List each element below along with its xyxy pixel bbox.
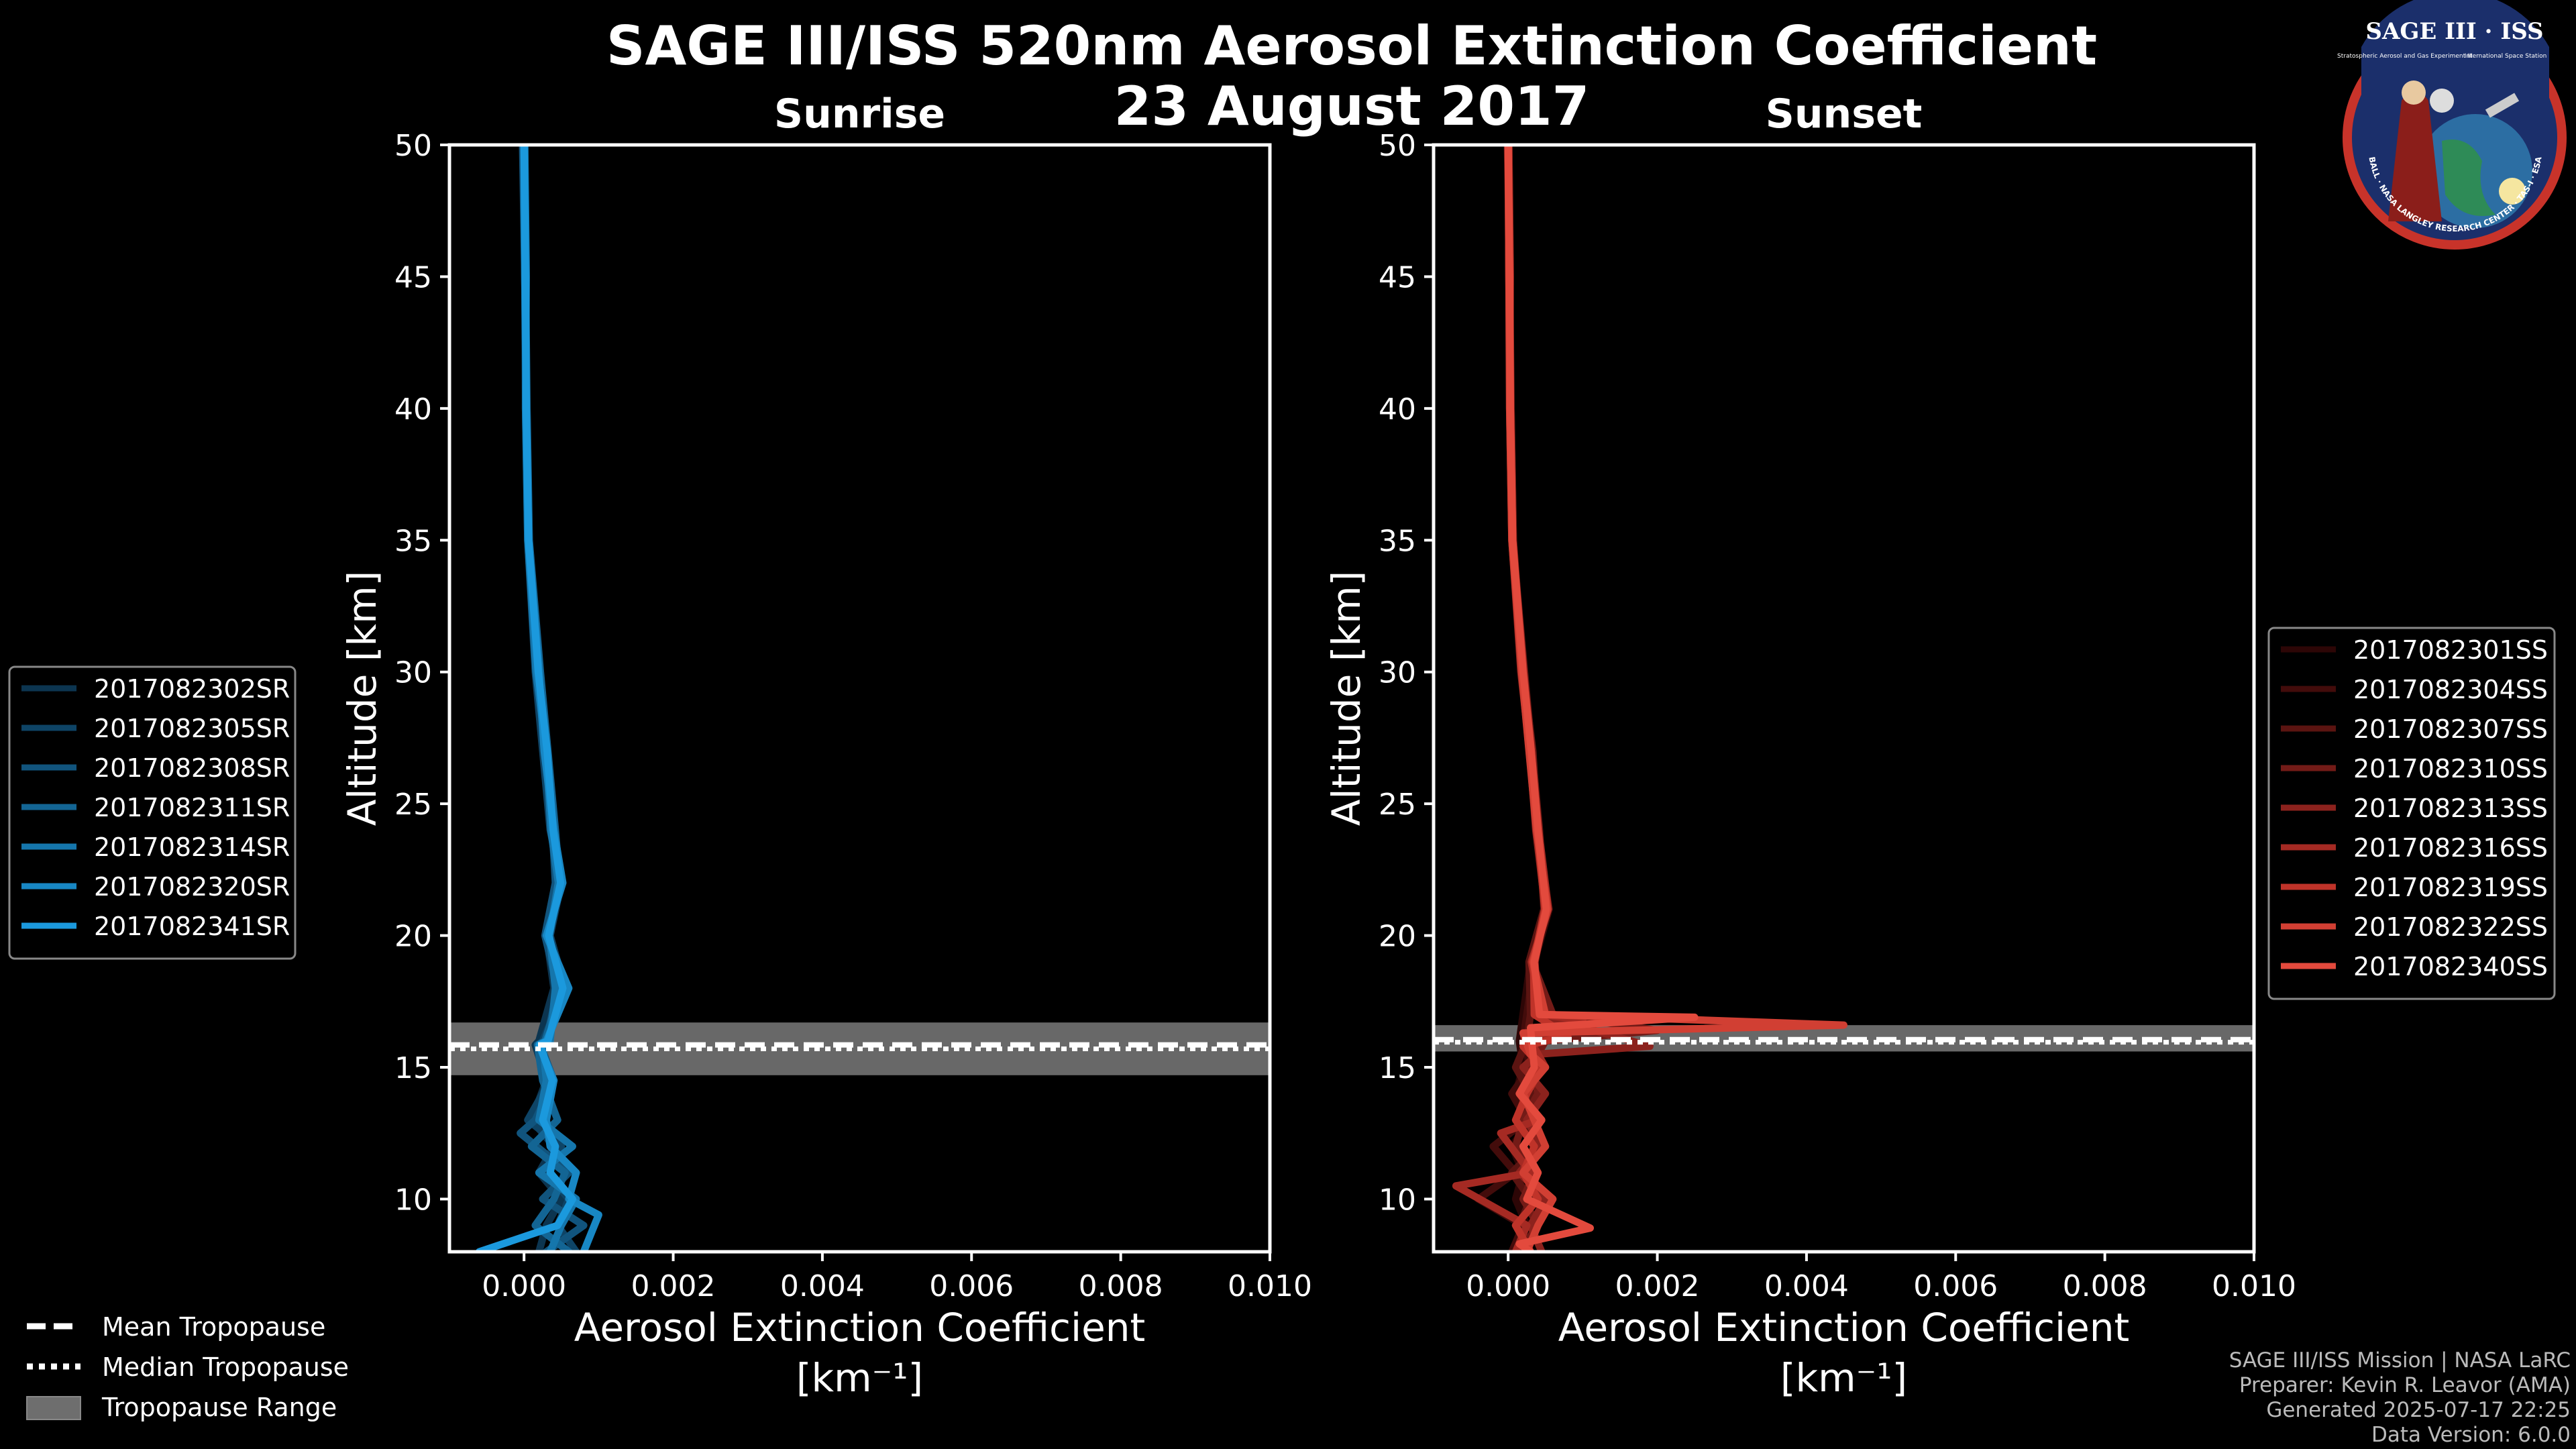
legend-entry-label: 2017082311SR [94,793,290,822]
x-axis-label: Aerosol Extinction Coefficient [1558,1305,2130,1350]
sunrise-legend: 2017082302SR 2017082305SR 2017082308SR 2017… [8,665,297,960]
y-tick-label: 25 [394,788,432,822]
y-tick-label: 50 [394,129,432,163]
tropopause-range-label: Tropopause Range [101,1393,337,1422]
x-tick-label: 0.004 [780,1269,865,1303]
logo-figure-icon [2388,91,2442,221]
logo-figure-head-icon [2402,80,2426,105]
x-tick-label: 0.010 [1228,1269,1312,1303]
x-tick-label: 0.006 [929,1269,1014,1303]
sunrise-panel: 10 15 20 25 30 35 40 45 50 0.000 0.002 0.004 0.006 0.… [339,91,1312,1401]
plot-frame [1432,143,2256,1254]
x-axis-label: Aerosol Extinction Coefficient [574,1305,1146,1350]
x-tick-label: 0.008 [2063,1269,2147,1303]
panel-title: Sunrise [774,91,945,138]
logo-title: SAGE III · ISS [2365,18,2543,45]
x-tick-label: 0.008 [1079,1269,1163,1303]
legend-entry-label: 2017082322SS [2353,912,2548,942]
logo-small-right: International Space Station [2465,53,2547,60]
y-axis-label: Altitude [km] [339,571,385,826]
legend-entry-label: 2017082304SS [2353,675,2548,704]
credit-generated: Generated 2025-07-17 22:25 [2266,1398,2571,1422]
y-tick-label: 25 [1379,788,1416,822]
sunset-legend: 2017082301SS 2017082304SS 2017082307SS 2017… [2267,627,2556,1000]
legend-entry-label: 2017082310SS [2353,754,2548,784]
x-tick-label: 0.010 [2212,1269,2296,1303]
y-tick-label: 10 [394,1183,432,1217]
legend-box [2267,627,2556,1000]
legend-entry-label: 2017082341SR [94,912,290,941]
legend-entry-label: 2017082302SR [94,674,290,704]
plot-frame [447,143,1272,1254]
chart-title-line2: 23 August 2017 [1114,75,1590,138]
y-axis-label: Altitude [km] [1324,571,1369,826]
logo-sun-icon [2499,178,2526,205]
logo-moon-icon [2430,89,2454,113]
x-tick-label: 0.002 [631,1269,716,1303]
mean-tropopause-label: Mean Tropopause [102,1312,325,1342]
x-tick-label: 0.006 [1913,1269,1998,1303]
chart-title-line1: SAGE III/ISS 520nm Aerosol Extinction Co… [606,15,2097,77]
logo-station-icon [2485,93,2520,118]
legend-entry-label: 2017082305SR [94,714,290,743]
tropopause-range-swatch [26,1396,81,1420]
sunset-panel: 10 15 20 25 30 35 40 45 50 0.000 0.002 0.004 0.006 0.… [1324,91,2296,1401]
series-line-2017082340SS [1504,145,1699,1252]
logo-continent-icon [2442,140,2496,216]
credit-data-version: Data Version: 6.0.0 [2371,1423,2571,1447]
legend-box [8,665,297,960]
legend-entry-label: 2017082307SS [2353,714,2548,744]
median-tropopause-label: Median Tropopause [102,1352,349,1382]
x-tick-label: 0.004 [1764,1269,1849,1303]
y-tick-label: 50 [1379,129,1416,163]
y-tick-label: 15 [1379,1051,1416,1085]
legend-entry-label: 2017082314SR [94,833,290,862]
legend-entry-label: 2017082316SS [2353,833,2548,863]
legend-entry-label: 2017082340SS [2353,952,2548,981]
legend-entry-label: 2017082313SS [2353,794,2548,823]
y-tick-label: 35 [1379,524,1416,558]
legend-entry-label: 2017082319SS [2353,873,2548,902]
y-tick-label: 45 [394,260,432,294]
legend-entry-label: 2017082301SS [2353,635,2548,665]
y-tick-label: 40 [394,392,432,427]
series-line-2017082341SR [476,145,576,1252]
x-axis-units: [km⁻¹] [1780,1355,1907,1401]
x-tick-label: 0.000 [482,1269,566,1303]
x-tick-label: 0.000 [1466,1269,1550,1303]
y-tick-label: 20 [1379,920,1416,954]
legend-entry-label: 2017082320SR [94,872,290,902]
tropopause-legend: Mean Tropopause Median Tropopause Tropop… [26,1312,349,1422]
y-tick-label: 30 [1379,656,1416,690]
credit-mission: SAGE III/ISS Mission | NASA LaRC [2229,1348,2571,1373]
credits: SAGE III/ISS Mission | NASA LaRC Prepare… [2229,1348,2571,1447]
y-tick-label: 10 [1379,1183,1416,1217]
y-tick-label: 35 [394,524,432,558]
y-tick-label: 30 [394,656,432,690]
logo-small-left: Stratospheric Aerosol and Gas Experiment… [2337,53,2473,60]
y-tick-label: 45 [1379,260,1416,294]
panel-title: Sunset [1766,91,1923,138]
legend-entry-label: 2017082308SR [94,753,290,783]
x-axis-units: [km⁻¹] [796,1355,923,1401]
series-line-2017082322SS [1504,145,1847,1252]
y-tick-label: 40 [1379,392,1416,427]
x-tick-label: 0.002 [1615,1269,1700,1303]
y-tick-label: 15 [394,1051,432,1085]
credit-preparer: Preparer: Kevin R. Leavor (AMA) [2239,1373,2571,1397]
sage-iii-iss-logo: SAGE III · ISS Stratospheric Aerosol and… [2337,0,2567,250]
y-tick-label: 20 [394,920,432,954]
